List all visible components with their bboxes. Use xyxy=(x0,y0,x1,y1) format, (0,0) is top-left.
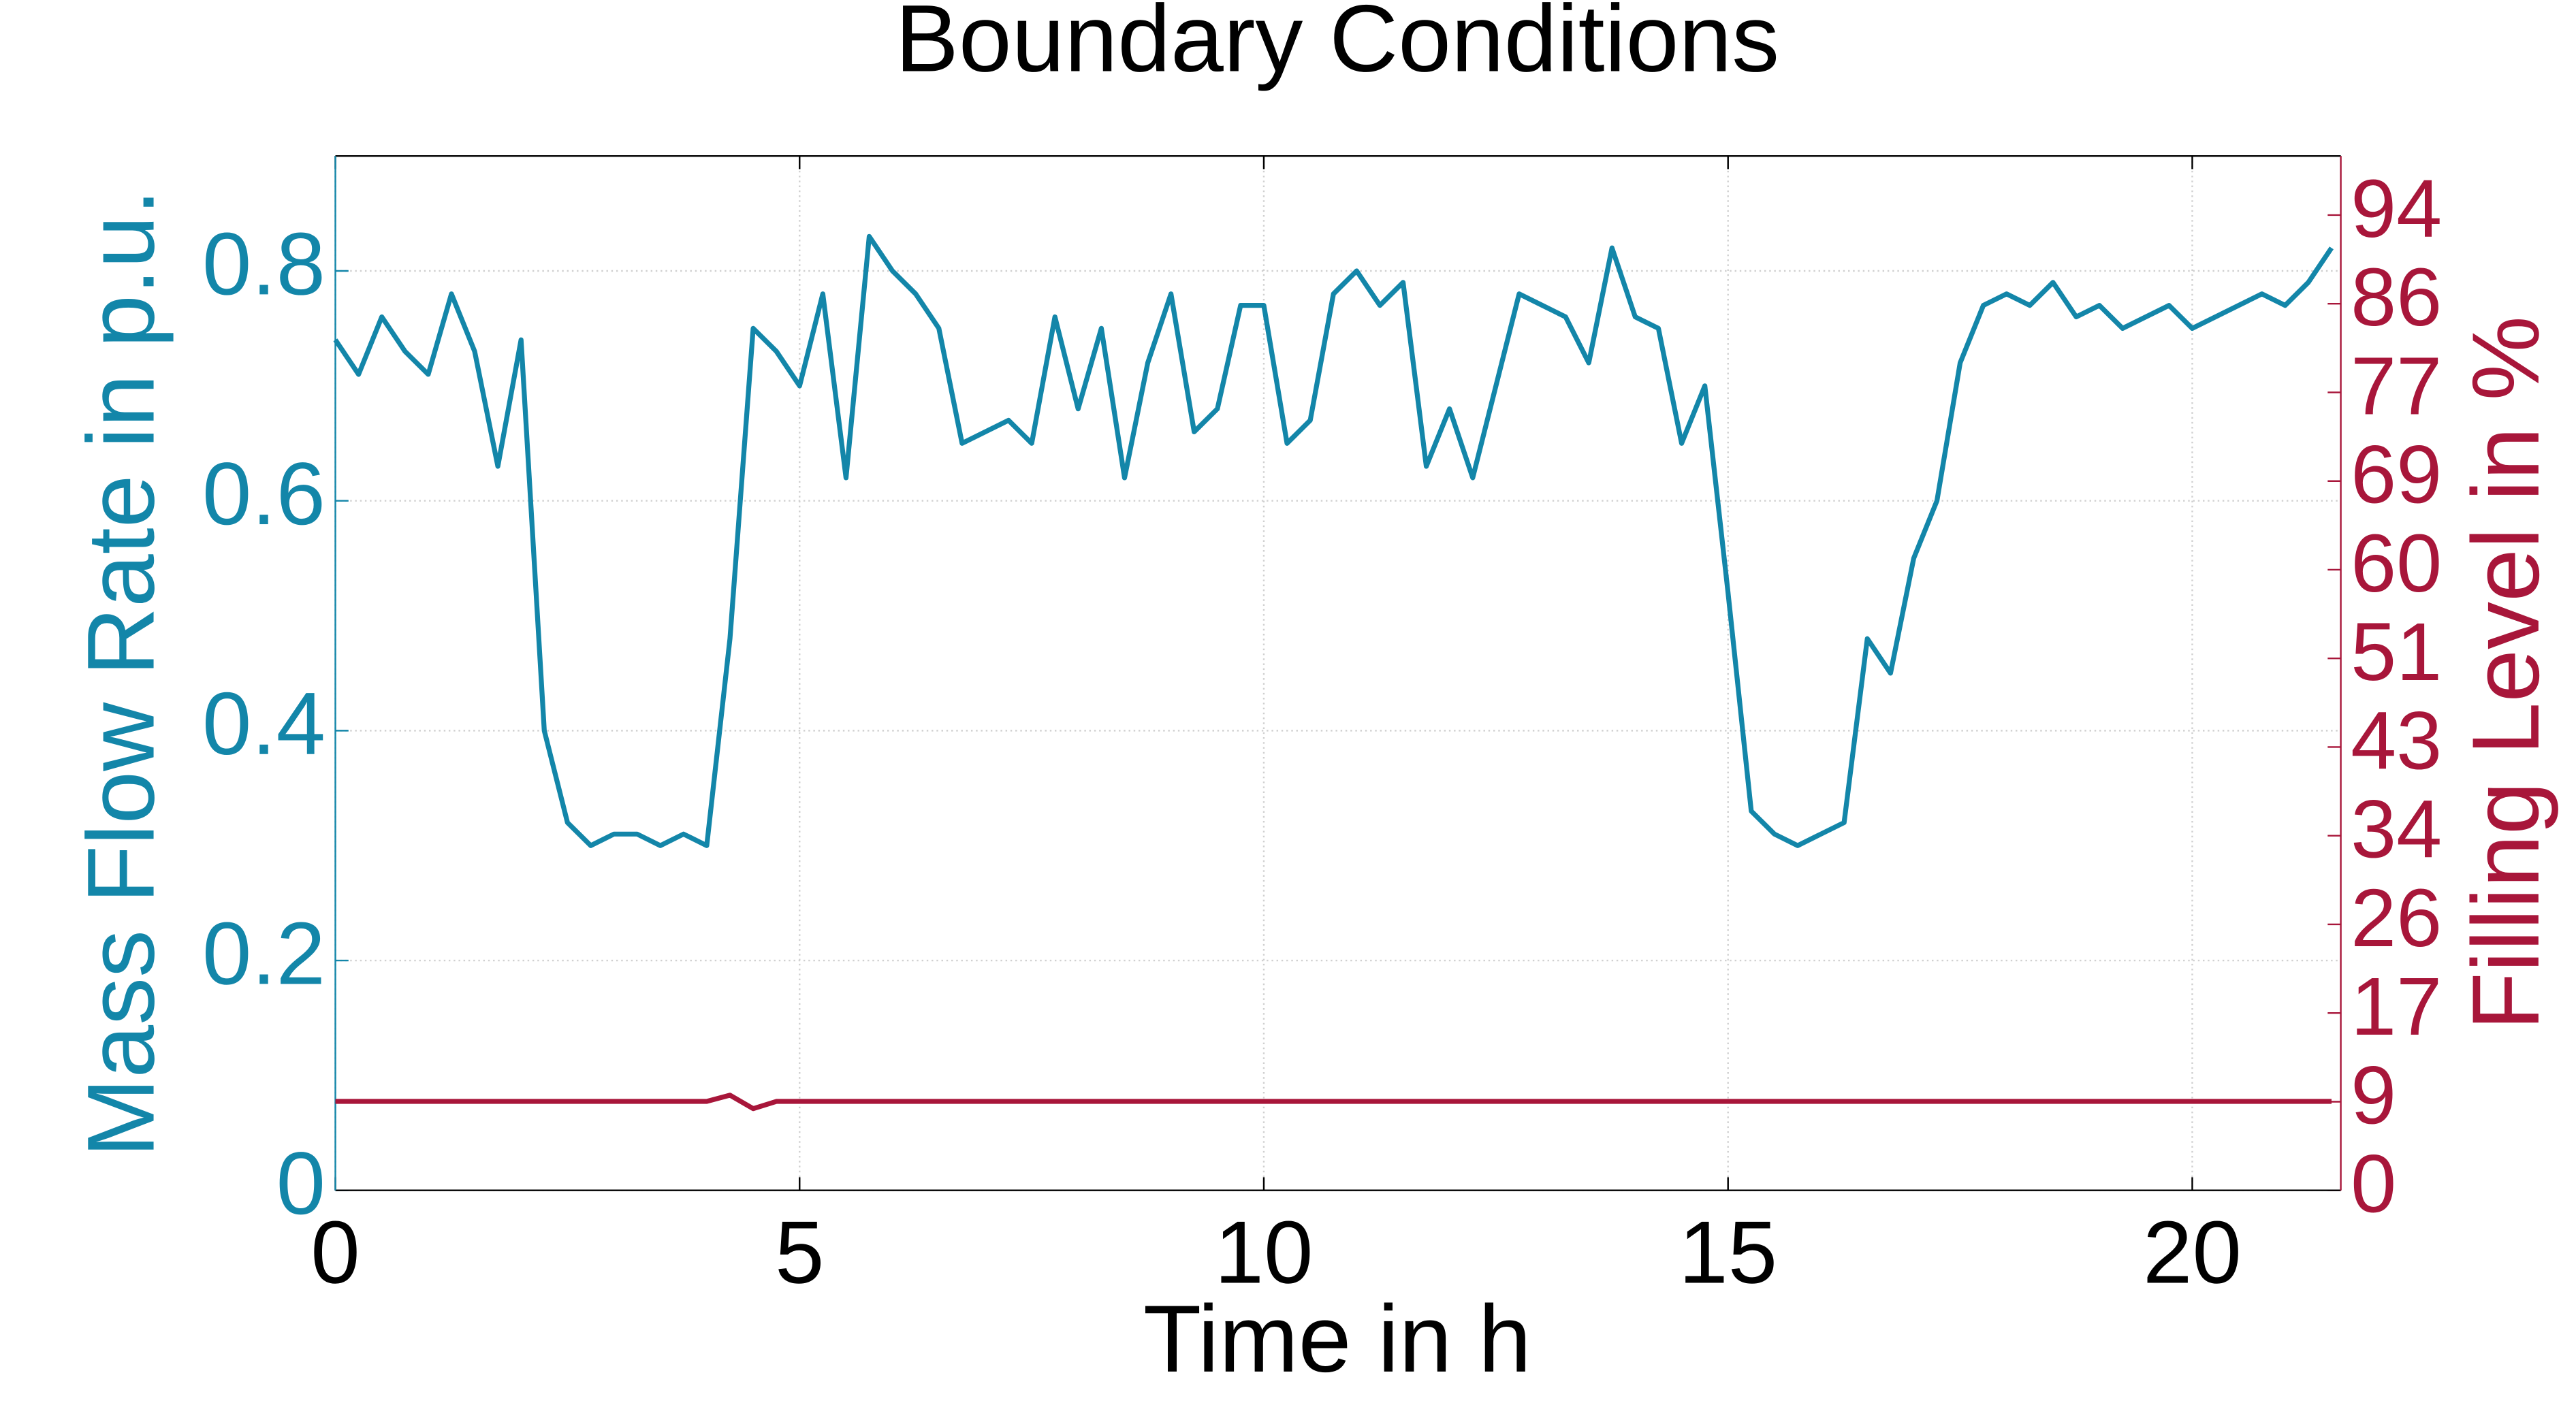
y2-tick-label: 34 xyxy=(2351,783,2442,875)
y2-tick-label: 26 xyxy=(2351,872,2442,964)
chart-title: Boundary Conditions xyxy=(895,0,1780,91)
y-tick-label: 0.6 xyxy=(202,444,325,543)
y2-tick-label: 77 xyxy=(2351,340,2442,432)
x-axis-label: Time in h xyxy=(1143,1285,1531,1392)
series-line xyxy=(335,1093,2332,1112)
y-tick-label: 0 xyxy=(276,1133,325,1233)
y2-tick-label: 17 xyxy=(2351,960,2442,1052)
x-tick-label: 20 xyxy=(2143,1202,2242,1302)
y2-tick-label: 9 xyxy=(2351,1049,2396,1141)
y2-axis-label: Filling Level in % xyxy=(2452,316,2559,1031)
y2-tick-label: 69 xyxy=(2351,429,2442,521)
x-tick-label: 0 xyxy=(311,1202,360,1302)
y-tick-label: 0.8 xyxy=(202,214,325,313)
x-tick-label: 10 xyxy=(1215,1202,1314,1302)
x-tick-label: 15 xyxy=(1679,1202,1777,1302)
y-tick-label: 0.2 xyxy=(202,903,325,1003)
y-axis-label: Mass Flow Rate in p.u. xyxy=(67,189,174,1158)
y2-tick-label: 86 xyxy=(2351,251,2442,343)
y2-tick-label: 94 xyxy=(2351,163,2442,255)
series-line xyxy=(333,233,2334,848)
x-tick-label: 5 xyxy=(775,1202,824,1302)
y2-tick-label: 60 xyxy=(2351,517,2442,609)
y-tick-label: 0.4 xyxy=(202,674,325,773)
y2-tick-label: 51 xyxy=(2351,606,2442,698)
y2-tick-label: 43 xyxy=(2351,694,2442,786)
y2-tick-label: 0 xyxy=(2351,1138,2396,1230)
